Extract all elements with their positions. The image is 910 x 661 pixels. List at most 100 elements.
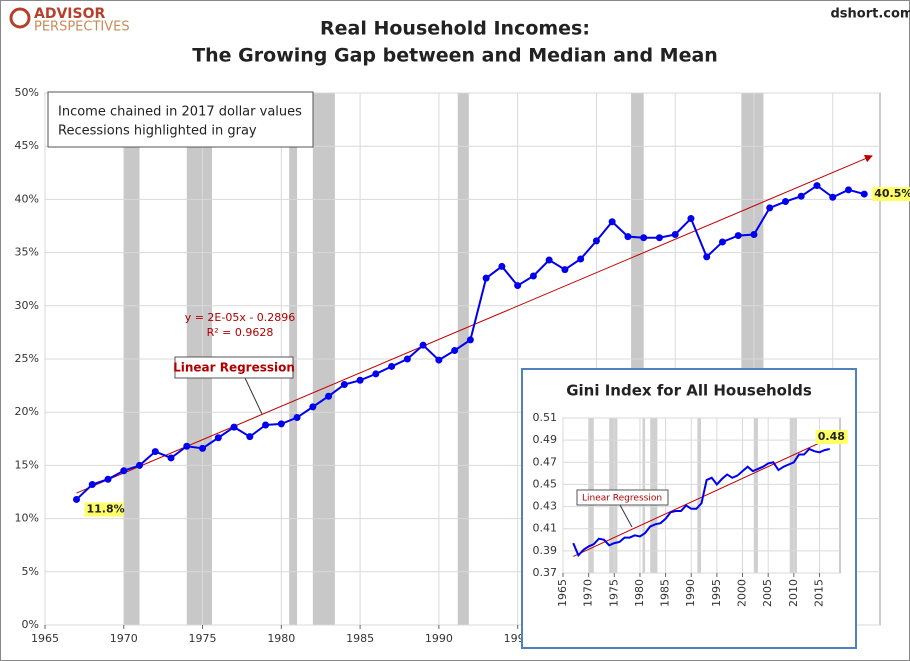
point [151,448,159,456]
label-bg [84,502,124,517]
point [640,234,648,242]
x-tick-label: 1970 [110,632,138,645]
inset-title: Gini Index for All Households [566,382,812,400]
y-tick-label: 20% [15,405,39,418]
trendline-label: Linear Regression [582,494,662,504]
y-tick-label: 0.41 [533,522,558,535]
point [561,266,569,274]
point [703,253,711,261]
y-tick-label: 45% [15,139,39,152]
recession-band [789,418,797,573]
point [750,231,758,239]
inset-chart: 0.37 0.39 0.41 0.43 0.45 0.47 0.49 0.51 1965 1970… [533,411,848,607]
point [797,192,805,200]
point [277,420,285,428]
point [813,182,821,190]
x-tick-label: 1975 [189,632,217,645]
point [671,231,679,239]
info-box [47,91,314,148]
label-box [174,356,294,379]
value-label: 11.8% [87,502,125,515]
point [781,198,789,206]
point [419,341,427,349]
point [734,232,742,240]
trendline-label: Linear Regression [173,361,295,375]
point [687,215,695,223]
value-label: 40.5% [874,187,910,200]
point [577,255,585,263]
point [167,454,175,462]
point [860,190,868,198]
y-tick-label: 35% [15,246,39,259]
y-tick-label: 0.37 [533,566,558,579]
trendline [573,433,841,557]
x-tick-label: 2010 [787,579,800,607]
x-tick-label: 1985 [659,579,672,607]
leader-line [244,377,263,415]
y-tick-label: 0.49 [533,433,558,446]
y-tick-label: 0.47 [533,455,558,468]
equation: y = 2E-05x - 0.2896 [185,311,296,324]
point [325,392,333,400]
y-tick-label: 25% [15,352,39,365]
y-tick-label: 5% [22,565,39,578]
point [482,274,490,282]
x-tick-label: 1980 [633,579,646,607]
point [514,282,522,290]
point [529,272,537,280]
source: dshort.com [831,7,910,22]
point [309,403,317,411]
point [545,256,553,264]
point [403,355,411,363]
point [844,186,852,194]
recession-band [753,418,758,573]
chart-subtitle: The Growing Gap between and Median and M… [192,45,718,67]
point [718,238,726,246]
x-tick-label: 1970 [582,579,595,607]
point [766,204,774,212]
logo: ADVISOR [34,6,105,22]
r-squared: R² = 0.9628 [207,326,274,339]
y-tick-label: 0% [22,618,39,631]
point [104,475,112,483]
x-tick-label: 1980 [267,632,295,645]
point [88,481,96,489]
x-tick-label: 1995 [710,579,723,607]
label-box [576,489,669,506]
x-tick-label: 2015 [812,579,825,607]
point [73,495,81,503]
logo-icon [9,7,31,29]
y-tick-label: 50% [15,86,39,99]
x-tick-label: 1990 [684,579,697,607]
point [451,346,459,354]
y-tick-label: 40% [15,192,39,205]
y-tick-label: 0.43 [533,500,558,513]
point [624,233,632,241]
point [262,421,270,429]
point [372,370,380,378]
leader-line [619,504,633,528]
point [356,376,364,384]
point [340,381,348,389]
point [608,218,616,226]
point [199,444,207,452]
point [230,423,238,431]
label-bg [815,430,848,444]
recession-band [697,418,701,573]
y-tick-label: 15% [15,458,39,471]
x-tick-label: 2000 [736,579,749,607]
point [435,356,443,364]
x-tick-label: 1965 [556,579,569,607]
point [293,414,301,422]
series-line [572,447,830,558]
x-tick-label: 1985 [346,632,374,645]
value-label: 0.48 [818,430,845,443]
point [120,467,128,475]
x-tick-label: 2005 [761,579,774,607]
point [592,237,600,245]
y-tick-label: 30% [15,299,39,312]
point [388,362,396,370]
x-tick-label: 1965 [31,632,59,645]
point [829,193,837,201]
